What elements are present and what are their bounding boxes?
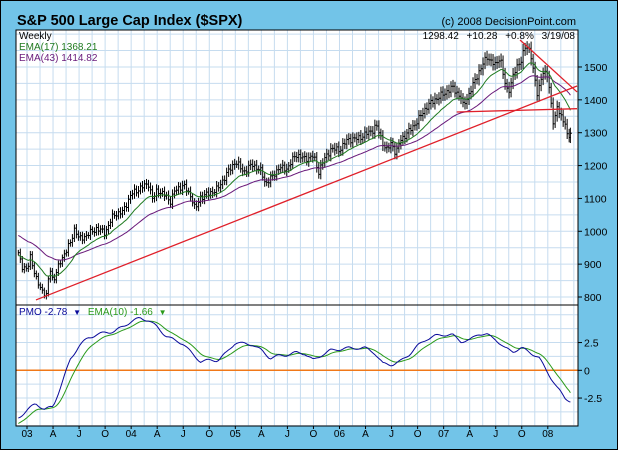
x-tick-label: 08 [542,429,554,440]
quote-date: 3/19/08 [542,31,576,42]
x-tick-label: A [362,429,369,440]
price-tick-label: 1400 [584,95,608,107]
x-tick-label: A [466,429,473,440]
legend-pmo-ema: EMA(10) -1.66 [88,307,153,318]
pmo-tick-label: 0 [584,365,590,377]
x-tick-label: J [77,429,82,440]
arrow-down-icon: ▼ [159,308,167,317]
trendline [456,108,578,113]
x-tick-label: 05 [230,429,242,440]
pmo-lines [16,316,578,424]
price-tick-label: 1500 [584,62,608,74]
price-tick-label: 800 [584,292,602,304]
x-tick-label: A [50,429,57,440]
pmo-line [18,316,571,419]
x-tick-label: O [518,429,526,440]
legend-pmo: PMO -2.78 [19,307,68,318]
quote-last: 1298.42 [423,31,460,42]
x-tick-label: O [101,429,109,440]
x-tick-label: J [285,429,290,440]
price-overlays [18,39,578,301]
x-tick-label: 06 [334,429,346,440]
x-tick-label: O [414,429,422,440]
x-tick-label: 07 [438,429,450,440]
price-tick-label: 1100 [584,193,607,205]
arrow-down-icon: ▼ [73,308,81,317]
trendline [35,85,578,301]
x-tick-label: 04 [126,429,138,440]
price-panel [15,29,579,306]
ema43-line [18,75,571,261]
quote-percent: +0.8% [505,31,534,42]
x-tick-label: J [493,429,498,440]
price-tick-label: 900 [584,259,602,271]
price-tick-label: 1200 [584,161,608,173]
pmo-ema-line [18,320,571,424]
quote-readout: 1298.42 +10.28 +0.8% 3/19/08 [423,31,576,42]
x-tick-label: J [389,429,394,440]
price-tick-label: 1300 [584,128,608,140]
price-bars [17,41,572,300]
quote-change: +10.28 [467,31,498,42]
axes: 800 900 1000 1100 1200 1300 1400 1500 2.5 0 -2.5 03… [21,62,607,440]
legend-ema43: EMA(43) 1414.82 [19,53,98,64]
price-tick-label: 1000 [584,226,608,238]
pmo-grid [16,305,578,426]
pmo-panel [15,304,579,427]
chart-title: S&P 500 Large Cap Index ($SPX) [17,13,243,29]
pmo-tick-label: -2.5 [584,393,602,405]
pmo-tick-label: 2.5 [584,338,599,350]
pmo-legend: PMO -2.78 ▼ EMA(10) -1.66 ▼ [19,307,167,318]
legend-ema17: EMA(17) 1368.21 [19,42,98,53]
x-tick-label: O [205,429,213,440]
copyright: (c) 2008 DecisionPoint.com [441,16,576,28]
ema17-line [18,62,571,277]
trendline [519,39,578,93]
x-tick-label: J [181,429,186,440]
legend-weekly: Weekly [19,31,52,42]
x-tick-label: 03 [21,429,33,440]
x-tick-label: O [310,429,318,440]
x-tick-label: A [258,429,265,440]
x-tick-label: A [154,429,161,440]
